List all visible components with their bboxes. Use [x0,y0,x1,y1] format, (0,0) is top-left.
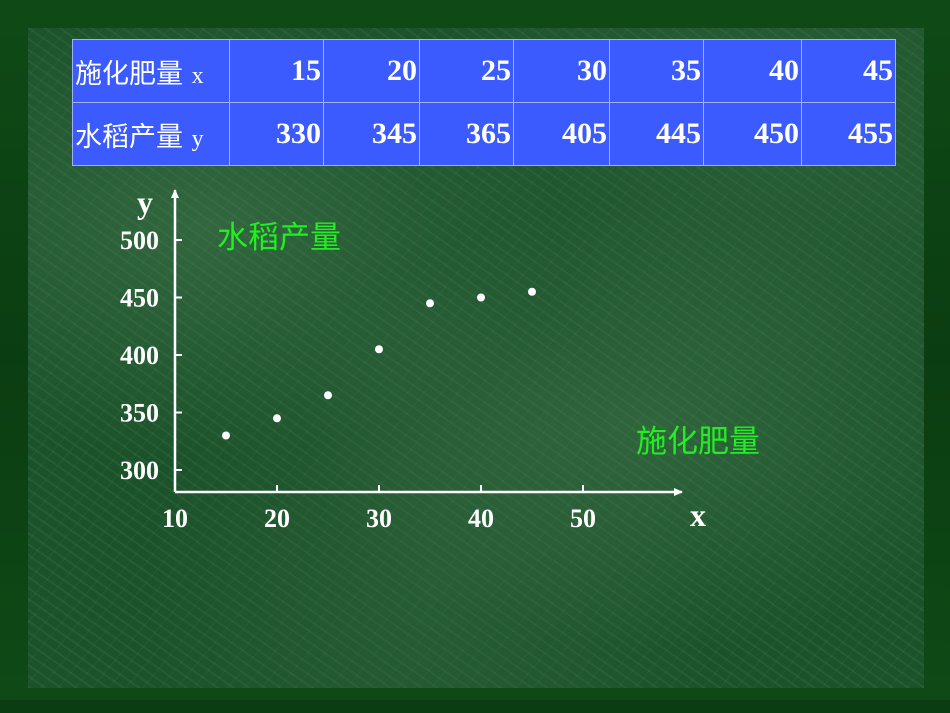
table-cell: 450 [703,102,802,166]
row-var: x [191,62,204,89]
y-tick-label: 300 [120,456,159,485]
data-point [426,299,434,308]
data-point [222,431,230,440]
y-axis-label: y [137,184,153,220]
table-cell: 35 [609,39,704,103]
data-point [528,287,536,296]
table-row-x: 施化肥量 x 15 20 25 30 35 40 45 [72,39,896,103]
table-row-y: 水稻产量 y 330 345 365 405 445 450 455 [72,102,896,166]
annotation-fertilizer: 施化肥量 [636,424,760,460]
data-point [477,293,485,302]
y-tick-label: 500 [120,226,159,255]
x-tick-label: 10 [162,504,188,533]
table-cell: 365 [419,102,514,166]
data-point [324,391,332,400]
x-tick-label: 20 [264,504,290,533]
y-ticks: 500 450 400 350 300 [120,226,182,485]
y-tick-label: 350 [120,399,159,428]
table-cell: 445 [609,102,704,166]
x-ticks: 10 20 30 40 50 [162,485,596,533]
table-cell: 30 [513,39,610,103]
data-points [222,287,536,440]
row-label-text: 水稻产量 [75,121,183,153]
x-tick-label: 50 [570,504,596,533]
data-point [375,345,383,354]
row-var: y [191,125,204,152]
table-cell: 45 [801,39,896,103]
bottom-bar [0,700,950,713]
y-tick-label: 450 [120,284,159,313]
data-table: 施化肥量 x 15 20 25 30 35 40 45 水稻产量 y 330 3… [72,39,896,166]
data-point [273,414,281,423]
table-cell: 405 [513,102,610,166]
table-cell: 345 [323,102,420,166]
x-tick-label: 30 [366,504,392,533]
table-cell: 455 [801,102,896,166]
y-tick-label: 400 [120,341,159,370]
row-label-text: 施化肥量 [75,58,183,90]
x-tick-label: 40 [468,504,494,533]
annotation-yield: 水稻产量 [217,220,341,256]
row-label-x: 施化肥量 x [72,39,230,103]
x-axis-label: x [690,497,706,533]
table-cell: 15 [229,39,324,103]
